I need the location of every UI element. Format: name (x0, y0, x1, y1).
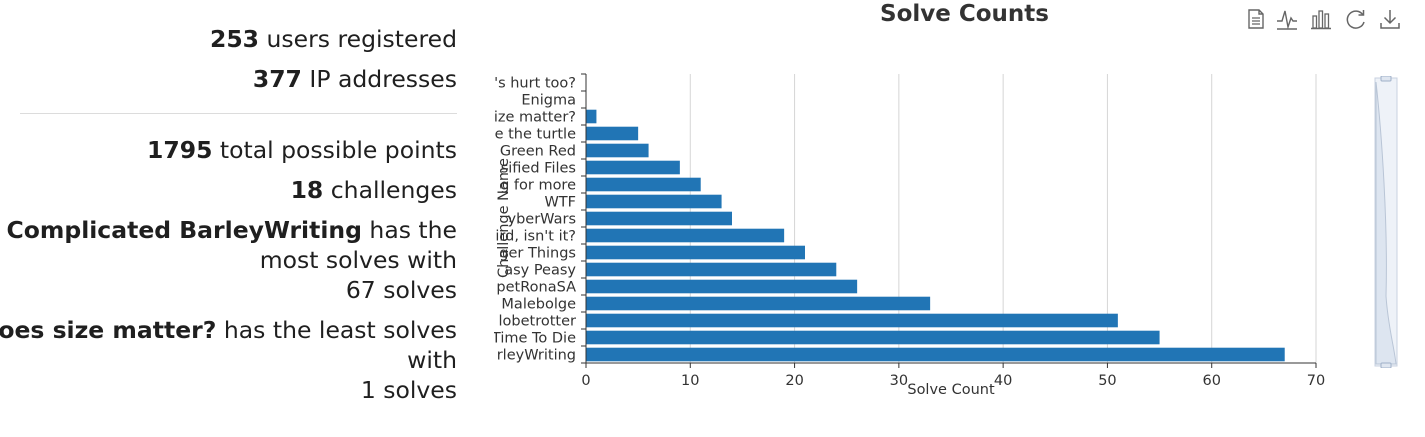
bar (586, 279, 858, 294)
least-solves-text-3: 1 solves (360, 376, 457, 404)
x-tick-label: 40 (994, 373, 1012, 389)
bar (586, 330, 1160, 345)
most-solves-text-3: 67 solves (345, 276, 457, 304)
bar (586, 313, 1118, 328)
least-solves-text-2: with (407, 346, 457, 374)
stats-divider (20, 113, 457, 114)
most-solves-line-2: most solves with (260, 245, 457, 275)
data-view-icon[interactable] (1244, 6, 1268, 32)
x-tick-label: 60 (1202, 373, 1220, 389)
bar (586, 177, 701, 192)
challenges-label: challenges (330, 176, 457, 204)
y-tick-label: WTF (544, 195, 576, 211)
most-solves-line-3: 67 solves (346, 275, 457, 305)
most-solves-text-2: most solves with (259, 246, 457, 274)
chart-title: Solve Counts (880, 1, 1049, 27)
ip-count: 377 (252, 65, 302, 93)
most-solves-name: Complicated BarleyWriting (6, 216, 362, 244)
y-tick-label: g for more (500, 178, 576, 194)
x-tick-label: 30 (890, 373, 908, 389)
y-tick-label: Enigma (521, 93, 576, 109)
y-tick-label: size matter? (486, 110, 576, 126)
most-solves-stat: Complicated BarleyWriting has the (7, 215, 458, 245)
y-tick-label: Time To Die (491, 331, 576, 347)
ip-label: IP addresses (309, 65, 457, 93)
challenges-stat: 18 challenges (291, 175, 457, 205)
least-solves-stat: Does size matter? has the least solves (0, 315, 457, 345)
y-tick-label: ger Things (499, 246, 576, 262)
users-label: users registered (266, 25, 457, 53)
x-tick-label: 70 (1307, 373, 1325, 389)
bar (586, 296, 931, 311)
points-stat: 1795 total possible points (147, 135, 457, 165)
y-tick-label: : Green Red (490, 144, 576, 160)
y-axis-title: Challenge Name (496, 158, 512, 278)
save-image-icon[interactable] (1378, 6, 1402, 32)
least-solves-line-3: 1 solves (361, 375, 457, 405)
users-count: 253 (209, 25, 260, 53)
points-label: total possible points (219, 136, 457, 164)
least-solves-line-2: with (407, 345, 457, 375)
y-tick-label: petRonaSA (496, 280, 576, 296)
bar (586, 211, 732, 226)
x-tick-label: 20 (785, 373, 803, 389)
y-tick-label: rleyWriting (497, 348, 576, 364)
restore-icon[interactable] (1344, 6, 1368, 32)
bar (586, 228, 785, 243)
least-solves-name: Does size matter? (0, 316, 217, 344)
y-tick-label: sified Files (501, 161, 576, 177)
y-tick-label: yberWars (508, 212, 576, 228)
y-tick-label: Malebolge (501, 297, 576, 313)
x-tick-label: 0 (581, 373, 590, 389)
bar (586, 194, 722, 209)
x-tick-label: 50 (1098, 373, 1116, 389)
zoom-handle-top[interactable] (1380, 75, 1392, 82)
least-solves-text-1: has the least solves (223, 316, 457, 344)
bar (586, 109, 597, 124)
line-chart-icon[interactable] (1275, 6, 1299, 32)
bar-chart-icon[interactable] (1309, 6, 1333, 32)
users-stat: 253 users registered (210, 24, 457, 54)
zoom-handle-bottom[interactable] (1380, 362, 1392, 369)
points-count: 1795 (147, 136, 213, 164)
data-zoom-slider[interactable] (1374, 75, 1398, 369)
y-tick-label: e the turtle (495, 127, 576, 143)
challenges-count: 18 (290, 176, 324, 204)
y-tick-label: asy Peasy (504, 263, 576, 279)
bar (586, 126, 639, 141)
bar (586, 262, 837, 277)
y-tick-label: lobetrotter (499, 314, 577, 330)
ip-stat: 377 IP addresses (253, 64, 457, 94)
x-tick-label: 10 (681, 373, 699, 389)
x-axis-title: Solve Count (907, 382, 995, 398)
y-tick-label: 's hurt too? (494, 76, 576, 92)
bar (586, 245, 805, 260)
most-solves-text-1: has the (369, 216, 457, 244)
bar (586, 160, 680, 175)
bar (586, 143, 649, 158)
y-tick-label: ird, isn't it? (495, 229, 576, 245)
bar (586, 347, 1285, 362)
